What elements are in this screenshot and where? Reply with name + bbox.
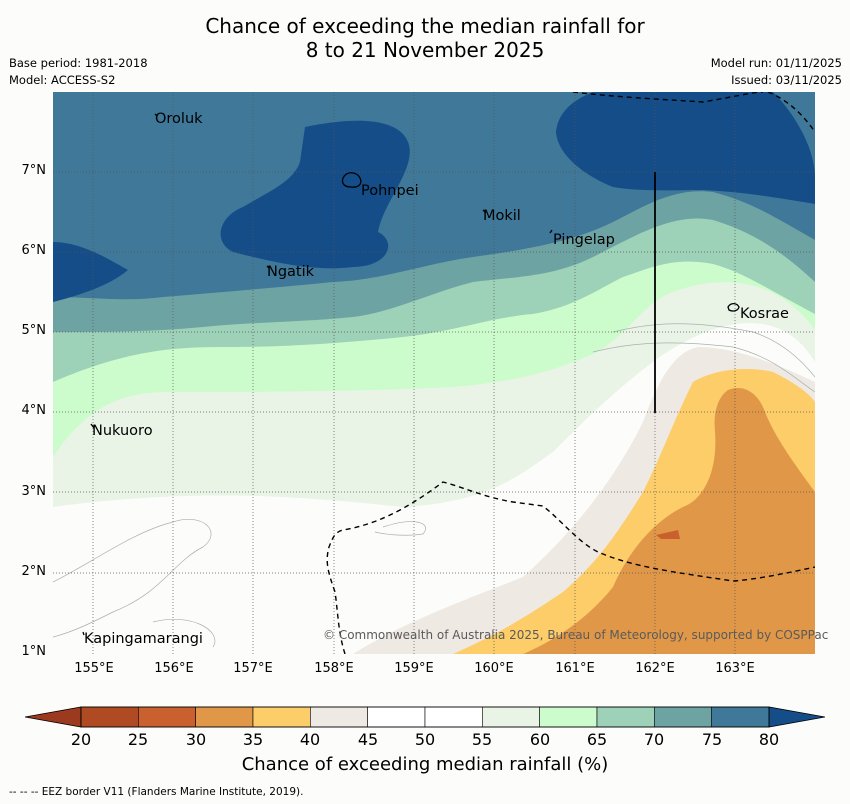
band-above-80: [53, 92, 815, 302]
place-kosrae: Kosrae: [740, 306, 789, 322]
x-tick-160: 160°E: [474, 661, 514, 676]
cbar-tick-45: 45: [357, 730, 379, 749]
y-tick-3n: 3°N: [21, 484, 47, 499]
colorbar-cell-70-75: [654, 706, 712, 728]
colorbar-cell-75-80: [711, 706, 770, 728]
colorbar-cell-40-45: [310, 706, 368, 728]
x-tick-158: 158°E: [314, 661, 354, 676]
place-nukuoro: Nukuoro: [92, 423, 153, 439]
pingelap-outline: [549, 229, 553, 234]
colorbar-cell-50-55: [424, 706, 483, 728]
colorbar-cell-35-40: [252, 706, 311, 728]
band-25-30: [656, 530, 680, 539]
cbar-tick-40: 40: [299, 730, 321, 749]
x-tick-159: 159°E: [394, 661, 434, 676]
y-tick-5n: 5°N: [21, 323, 47, 338]
cbar-tick-60: 60: [529, 730, 551, 749]
y-tick-7n: 7°N: [21, 163, 47, 178]
pohnpei-outline: [341, 172, 362, 188]
cbar-tick-25: 25: [127, 730, 149, 749]
model-name: Model: ACCESS-S2: [9, 73, 116, 87]
kapinga-outline: [82, 631, 85, 636]
title-line-2: 8 to 21 November 2025: [305, 38, 545, 62]
meta-right: Model run: 01/11/2025 Issued: 03/11/2025: [711, 55, 842, 89]
place-pingelap: Pingelap: [553, 232, 615, 248]
nukuoro-outline: [90, 423, 95, 429]
place-kapingamarangi: Kapingamarangi: [84, 631, 203, 647]
y-tick-1n: 1°N: [21, 644, 47, 659]
colorbar-frame: [80, 706, 770, 728]
model-run: Model run: 01/11/2025: [710, 56, 842, 70]
island-outlines: [82, 113, 740, 636]
cbar-tick-70: 70: [643, 730, 665, 749]
contour-lines: [53, 323, 815, 648]
cbar-tick-30: 30: [185, 730, 207, 749]
eez-border: [326, 92, 815, 654]
x-tick-163: 163°E: [715, 661, 755, 676]
colorbar-cell-55-60: [482, 706, 540, 728]
title-line-1: Chance of exceeding the median rainfall …: [205, 14, 645, 38]
ngatik-outline: [266, 265, 270, 269]
colorbar: [25, 706, 825, 728]
x-tick-155: 155°E: [74, 661, 114, 676]
copyright-notice: © Commonwealth of Australia 2025, Bureau…: [323, 628, 829, 642]
oroluk-outline: [154, 113, 158, 117]
cbar-tick-50: 50: [414, 730, 436, 749]
x-tick-156: 156°E: [154, 661, 194, 676]
cbar-tick-55: 55: [471, 730, 493, 749]
meta-left: Base period: 1981-2018 Model: ACCESS-S2: [9, 55, 148, 89]
x-tick-161: 161°E: [555, 661, 595, 676]
colorbar-cell-25-30: [138, 706, 196, 728]
colorbar-cell-20-25: [80, 706, 139, 728]
cbar-tick-20: 20: [70, 730, 92, 749]
colorbar-cell-45-50: [367, 706, 426, 728]
x-tick-157: 157°E: [233, 661, 273, 676]
page-title: Chance of exceeding the median rainfall …: [0, 14, 850, 62]
y-tick-6n: 6°N: [21, 243, 47, 258]
cbar-tick-80: 80: [758, 730, 780, 749]
forecast-map: [53, 92, 815, 654]
colorbar-cell-65-70: [596, 706, 655, 728]
colorbar-extend-low: [25, 706, 82, 728]
place-pohnpei: Pohnpei: [361, 183, 419, 199]
base-period: Base period: 1981-2018: [9, 56, 148, 70]
kosrae-outline: [727, 302, 740, 312]
issued-date: Issued: 03/11/2025: [731, 73, 842, 87]
eez-footnote: -- -- -- EEZ border V11 (Flanders Marine…: [9, 786, 304, 798]
colorbar-extend-high: [768, 706, 825, 728]
colorbar-cell-30-35: [195, 706, 254, 728]
y-tick-4n: 4°N: [21, 403, 47, 418]
mokil-outline: [482, 209, 487, 214]
cbar-tick-65: 65: [586, 730, 608, 749]
place-oroluk: Oroluk: [155, 111, 203, 127]
x-tick-162: 162°E: [635, 661, 675, 676]
place-ngatik: Ngatik: [267, 264, 315, 280]
colorbar-cell-60-65: [539, 706, 598, 728]
y-tick-2n: 2°N: [21, 564, 47, 579]
cbar-tick-75: 75: [701, 730, 723, 749]
place-mokil: Mokil: [483, 208, 521, 224]
cbar-tick-35: 35: [242, 730, 264, 749]
band-30-35: [523, 388, 815, 654]
colorbar-label: Chance of exceeding median rainfall (%): [241, 754, 609, 775]
